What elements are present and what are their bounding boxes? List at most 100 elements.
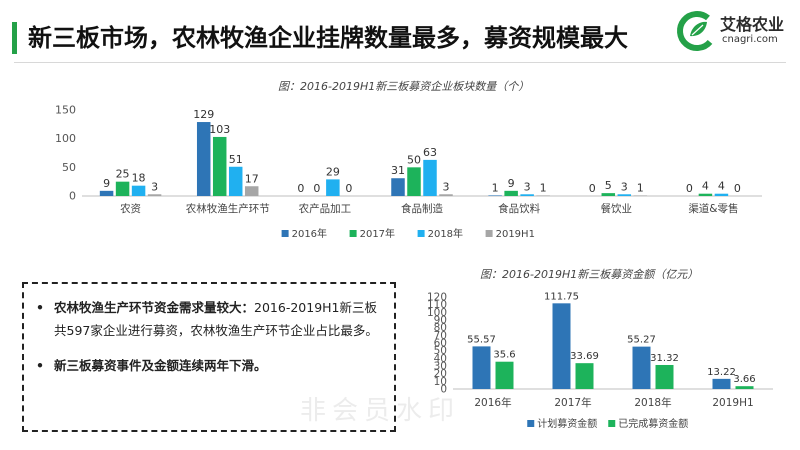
chart2-data-label: 111.75 bbox=[544, 291, 579, 302]
chart1-data-label: 63 bbox=[423, 146, 437, 159]
chart2-ytick-label: 80 bbox=[434, 322, 447, 334]
chart1-data-label: 3 bbox=[524, 180, 531, 193]
chart2-data-label: 13.22 bbox=[707, 367, 736, 378]
chart2-bar bbox=[552, 303, 571, 389]
chart1-data-label: 50 bbox=[407, 153, 421, 166]
chart2-data-label: 31.32 bbox=[650, 353, 679, 364]
chart2-ytick-label: 60 bbox=[434, 338, 447, 350]
chart2-bar bbox=[575, 363, 594, 389]
bullet-1-heading: 农林牧渔生产环节资金需求量较大： bbox=[54, 300, 255, 315]
chart1-data-label: 4 bbox=[718, 180, 725, 193]
chart1-data-label: 0 bbox=[297, 182, 304, 195]
chart1-bar bbox=[617, 194, 632, 196]
chart1-bar bbox=[423, 159, 437, 196]
chart2-ytick-label: 100 bbox=[427, 307, 447, 319]
chart2-data-label: 3.66 bbox=[733, 374, 755, 385]
chart1-bar bbox=[228, 166, 243, 196]
title-divider bbox=[14, 62, 786, 63]
chart1-bar bbox=[536, 195, 550, 196]
chart2-bar bbox=[655, 364, 674, 389]
leaf-c-logo-icon bbox=[677, 11, 717, 51]
chart1-legend-label: 2019H1 bbox=[496, 229, 535, 240]
chart1-data-label: 3 bbox=[151, 180, 158, 193]
chart1-legend-swatch bbox=[349, 230, 357, 237]
chart2-ytick-label: 90 bbox=[434, 315, 447, 327]
chart2-ytick-label: 40 bbox=[434, 353, 447, 365]
chart2-bar bbox=[495, 361, 514, 389]
chart2-ytick-label: 50 bbox=[434, 345, 447, 357]
logo-site: cnagri.com bbox=[722, 34, 778, 45]
chart2-ytick-label: 110 bbox=[427, 299, 447, 311]
chart2-data-label: 55.27 bbox=[627, 335, 656, 346]
chart1-bar bbox=[488, 195, 502, 196]
logo-name: 艾格农业 bbox=[720, 15, 785, 34]
chart2-title: 图：2016-2019H1新三板募资金额（亿元） bbox=[480, 268, 699, 281]
chart1-bar bbox=[147, 194, 162, 196]
chart1-bar bbox=[115, 181, 130, 196]
chart1-data-label: 17 bbox=[245, 172, 259, 185]
chart1-data-label: 9 bbox=[508, 177, 515, 190]
chart2-bar bbox=[472, 346, 491, 389]
chart1-bar bbox=[714, 193, 729, 196]
chart1-data-label: 0 bbox=[313, 182, 320, 195]
chart1-legend-swatch bbox=[485, 230, 493, 237]
chart1-data-label: 25 bbox=[116, 168, 130, 181]
chart1-legend-label: 2017年 bbox=[360, 227, 395, 240]
chart2-category-label: 2016年 bbox=[474, 396, 511, 409]
chart1-ytick-label: 0 bbox=[69, 190, 76, 203]
chart1-data-label: 1 bbox=[637, 181, 644, 194]
chart1-ytick-label: 150 bbox=[55, 104, 76, 117]
chart2-legend-label: 已完成募资金额 bbox=[618, 417, 688, 430]
chart2-ytick-label: 20 bbox=[434, 368, 447, 380]
chart2-category-label: 2017年 bbox=[554, 396, 591, 409]
chart1-bar bbox=[326, 179, 340, 196]
chart1-data-label: 5 bbox=[605, 179, 612, 192]
chart2-bar bbox=[632, 346, 651, 389]
chart1-title: 图：2016-2019H1新三板募资企业板块数量（个） bbox=[278, 80, 530, 93]
watermark: 非会员水印 bbox=[300, 396, 461, 426]
chart2-bar bbox=[735, 386, 754, 389]
chart1-legend-swatch bbox=[281, 230, 289, 237]
brand-logo: 艾格农业 cnagri.com bbox=[676, 8, 794, 54]
summary-bullets: 农林牧渔生产环节资金需求量较大：2016-2019H1新三板共597家企业进行募… bbox=[24, 284, 394, 377]
chart1-category-label: 食品饮料 bbox=[498, 202, 540, 215]
chart1-bar bbox=[439, 194, 453, 196]
chart1-bar bbox=[212, 136, 227, 196]
chart1-category-label: 农林牧渔生产环节 bbox=[186, 202, 270, 215]
page-title: 新三板市场，农林牧渔企业挂牌数量最多，募资规模最大 bbox=[28, 24, 628, 52]
chart1-ytick-label: 100 bbox=[55, 132, 76, 145]
chart2-ytick-label: 30 bbox=[434, 361, 447, 373]
chart1-data-label: 1 bbox=[492, 181, 499, 194]
bullet-2-heading: 新三板募资事件及金额连续两年下滑。 bbox=[54, 358, 267, 373]
chart1-category-label: 餐饮业 bbox=[601, 202, 633, 215]
chart1-data-label: 3 bbox=[443, 180, 450, 193]
chart2-data-label: 35.6 bbox=[493, 350, 515, 361]
chart2-ytick-label: 120 bbox=[427, 292, 447, 304]
summary-bullet-2: 新三板募资事件及金额连续两年下滑。 bbox=[36, 354, 380, 377]
chart1-bar bbox=[698, 193, 713, 196]
chart1-data-label: 0 bbox=[686, 182, 693, 195]
title-accent-bar bbox=[12, 22, 17, 54]
bullet-1-text: 2016-2019H1新三板共597家企业进行募资，农林牧渔生产环节企业占比最多… bbox=[54, 300, 378, 338]
chart1-data-label: 103 bbox=[209, 123, 230, 136]
chart2-data-label: 55.57 bbox=[467, 334, 496, 345]
chart2-legend-swatch bbox=[608, 420, 616, 427]
chart1-bar bbox=[99, 190, 114, 196]
chart1-bar bbox=[633, 195, 648, 196]
chart1-bar bbox=[407, 167, 421, 196]
chart1-bar bbox=[504, 190, 518, 196]
chart1-category-label: 农资 bbox=[120, 202, 141, 215]
chart1-data-label: 9 bbox=[103, 177, 110, 190]
chart1-data-label: 31 bbox=[391, 164, 405, 177]
chart1-category-label: 食品制造 bbox=[401, 202, 443, 215]
chart1-bar bbox=[520, 194, 534, 196]
chart2-category-label: 2018年 bbox=[634, 396, 671, 409]
chart1-category-label: 农产品加工 bbox=[299, 202, 352, 215]
chart2-ytick-label: 0 bbox=[440, 384, 447, 396]
chart2-legend-label: 计划募资金额 bbox=[537, 417, 597, 430]
chart1-bar bbox=[196, 122, 211, 196]
chart1-ytick-label: 50 bbox=[62, 161, 76, 174]
summary-box: 农林牧渔生产环节资金需求量较大：2016-2019H1新三板共597家企业进行募… bbox=[22, 282, 396, 432]
chart1-category-label: 渠道&零售 bbox=[688, 202, 738, 215]
